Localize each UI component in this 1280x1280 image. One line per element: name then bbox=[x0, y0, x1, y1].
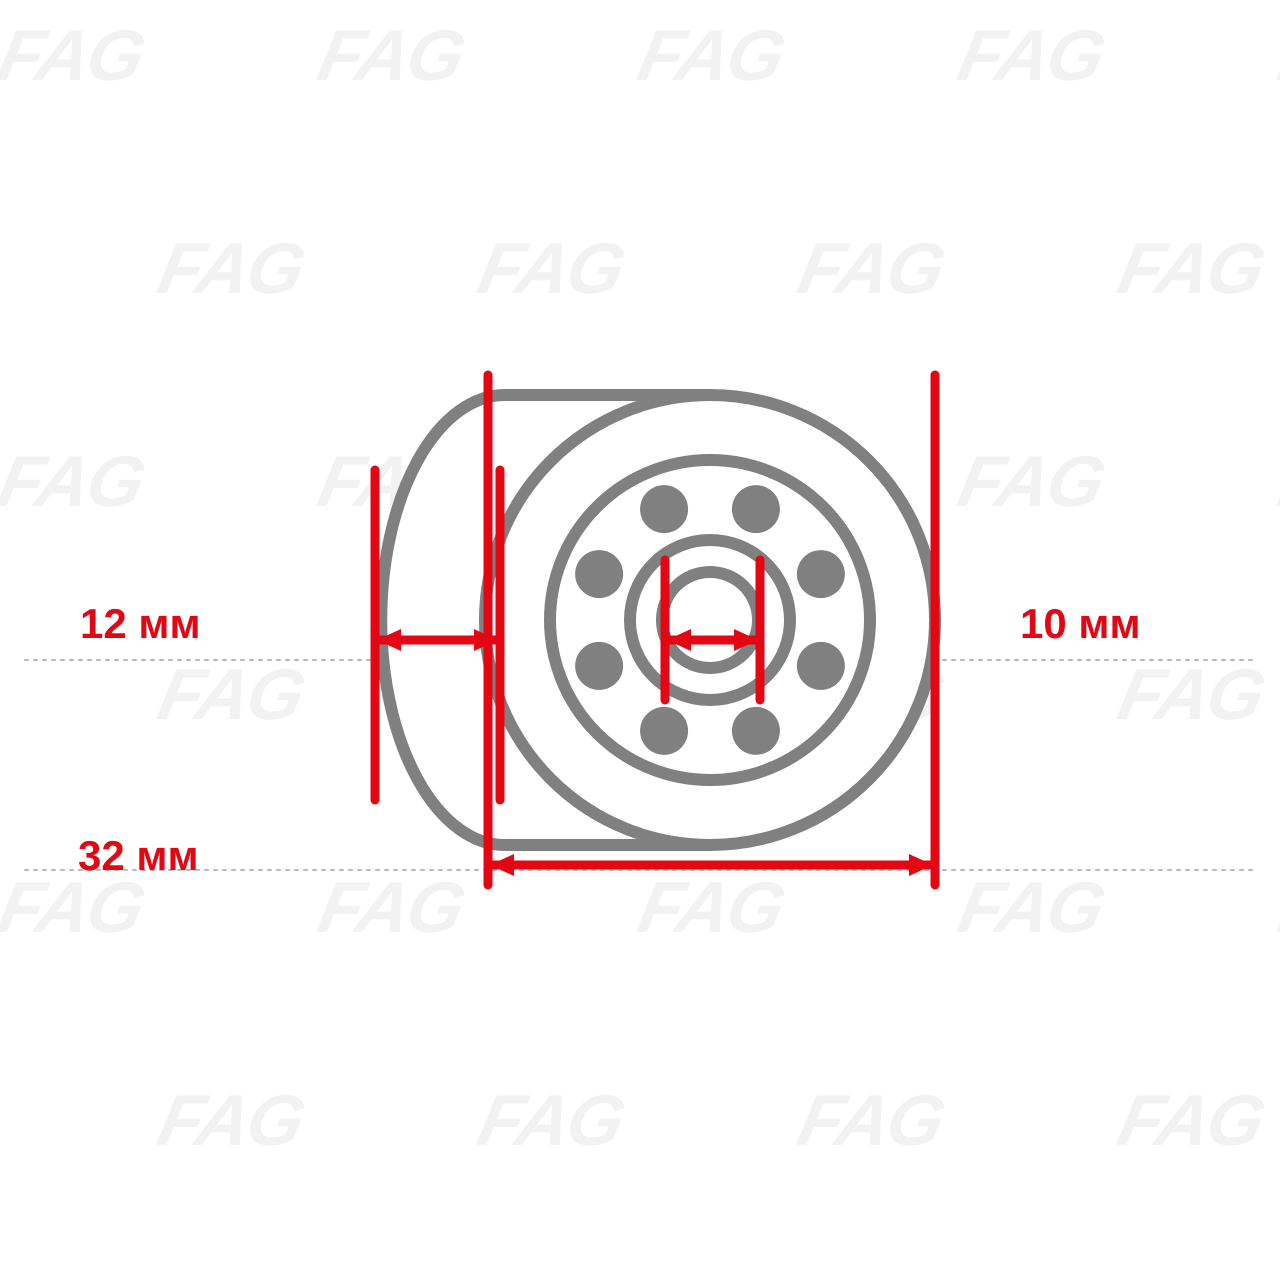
diagram-canvas: FAGFAGFAGFAGFAGFAGFAGFAGFAGFAGFAGFAGFAGF… bbox=[0, 0, 1280, 1280]
width-dimension-label: 12 мм bbox=[80, 600, 201, 648]
bore-diameter-label: 10 мм bbox=[1020, 600, 1141, 648]
outer-diameter-label: 32 мм bbox=[78, 832, 199, 880]
